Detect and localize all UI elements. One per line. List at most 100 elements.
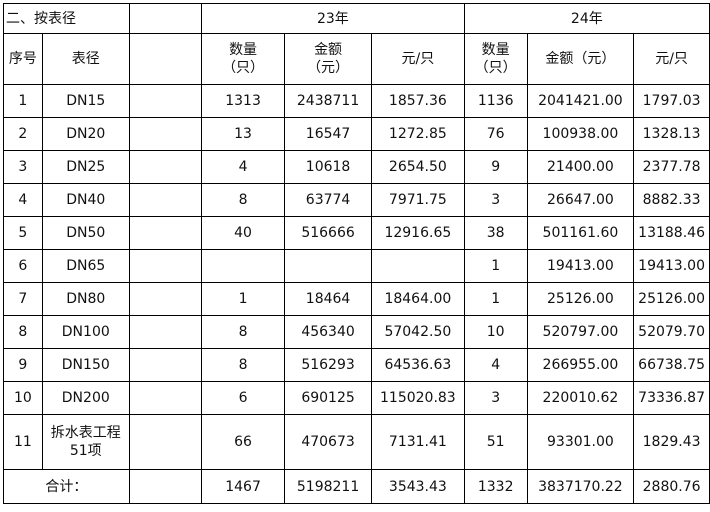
- header-unit-b: 元/只: [633, 33, 710, 85]
- unit-price-a: 57042.50: [371, 315, 465, 349]
- header-qty-a: 数量（只）: [201, 33, 286, 85]
- header-qty-b: 数量（只）: [463, 33, 528, 85]
- unit-price-b: 73336.87: [633, 381, 710, 415]
- amount-a: 516293: [284, 348, 373, 382]
- qty-a: 8: [201, 315, 286, 349]
- row-index: 1: [3, 84, 43, 118]
- unit-price-b: 66738.75: [633, 348, 710, 382]
- qty-a: 8: [201, 183, 286, 217]
- row-index: 11: [3, 414, 43, 470]
- total-aa: 5198211: [284, 469, 373, 504]
- table-row: 7 DN80 1 18464 18464.00 1 25126.00 25126.00: [3, 282, 710, 316]
- amount-b: 520797.00: [526, 315, 635, 349]
- meter-size: 拆水表工程51项: [41, 414, 130, 470]
- table-row: 11 拆水表工程51项 66 470673 7131.41 51 93301.00 1829.…: [3, 414, 710, 470]
- amount-b: 21400.00: [526, 150, 635, 184]
- unit-price-b: 19413.00: [633, 249, 710, 283]
- amount-a: 470673: [284, 414, 373, 470]
- qty-b: 3: [463, 183, 528, 217]
- meter-size: DN25: [41, 150, 130, 184]
- meter-size: DN80: [41, 282, 130, 316]
- unit-price-b: 13188.46: [633, 216, 710, 250]
- total-label: 合计：: [3, 469, 130, 504]
- amount-a: 690125: [284, 381, 373, 415]
- unit-price-a: 64536.63: [371, 348, 465, 382]
- meter-size: DN65: [41, 249, 130, 283]
- blank-cell: [128, 84, 203, 118]
- row-index: 9: [3, 348, 43, 382]
- meter-size: DN20: [41, 117, 130, 151]
- table-row: 5 DN50 40 516666 12916.65 38 501161.60 13188.46: [3, 216, 710, 250]
- total-row: 合计： 1467 5198211 3543.43 1332 3837170.22 2880.…: [3, 469, 710, 504]
- amount-a: 63774: [284, 183, 373, 217]
- table-row: 9 DN150 8 516293 64536.63 4 266955.00 66738.75: [3, 348, 710, 382]
- qty-a: 1313: [201, 84, 286, 118]
- amount-b: 220010.62: [526, 381, 635, 415]
- amount-a: 18464: [284, 282, 373, 316]
- unit-price-b: 52079.70: [633, 315, 710, 349]
- qty-b: 1: [463, 282, 528, 316]
- qty-a: 4: [201, 150, 286, 184]
- table-row: 10 DN200 6 690125 115020.83 3 220010.62 73336.8…: [3, 381, 710, 415]
- unit-price-b: 25126.00: [633, 282, 710, 316]
- meter-size: DN100: [41, 315, 130, 349]
- qty-b: 1: [463, 249, 528, 283]
- row-index: 7: [3, 282, 43, 316]
- amount-a: 2438711: [284, 84, 373, 118]
- header-row-years: 二、按表径 23年 24年: [3, 3, 710, 34]
- blank-cell: [128, 348, 203, 382]
- header-unit-a: 元/只: [371, 33, 465, 85]
- row-index: 2: [3, 117, 43, 151]
- blank-cell: [128, 381, 203, 415]
- qty-a: 6: [201, 381, 286, 415]
- total-qa: 1467: [201, 469, 286, 504]
- qty-b: 76: [463, 117, 528, 151]
- unit-price-a: 1272.85: [371, 117, 465, 151]
- table-row: 6 DN65 1 19413.00 19413.00: [3, 249, 710, 283]
- qty-b: 3: [463, 381, 528, 415]
- header-amount-b: 金额（元）: [526, 33, 635, 85]
- header-size: 表径: [41, 33, 130, 85]
- blank-cell: [128, 469, 203, 504]
- amount-b: 19413.00: [526, 249, 635, 283]
- unit-price-a: 2654.50: [371, 150, 465, 184]
- row-index: 6: [3, 249, 43, 283]
- row-index: 8: [3, 315, 43, 349]
- table-row: 1 DN15 1313 2438711 1857.36 1136 2041421.00 179…: [3, 84, 710, 118]
- total-ab: 3837170.22: [526, 469, 635, 504]
- qty-b: 10: [463, 315, 528, 349]
- blank-cell: [128, 117, 203, 151]
- unit-price-a: 18464.00: [371, 282, 465, 316]
- qty-a: 66: [201, 414, 286, 470]
- blank-cell: [128, 33, 203, 85]
- header-amount-a: 金额（元）: [284, 33, 373, 85]
- blank-cell: [128, 3, 203, 34]
- total-ua: 3543.43: [371, 469, 465, 504]
- blank-cell: [128, 249, 203, 283]
- amount-a: 10618: [284, 150, 373, 184]
- qty-b: 51: [463, 414, 528, 470]
- qty-a: 40: [201, 216, 286, 250]
- row-index: 4: [3, 183, 43, 217]
- unit-price-b: 1797.03: [633, 84, 710, 118]
- amount-b: 2041421.00: [526, 84, 635, 118]
- table-row: 3 DN25 4 10618 2654.50 9 21400.00 2377.78: [3, 150, 710, 184]
- meter-size: DN40: [41, 183, 130, 217]
- blank-cell: [128, 282, 203, 316]
- qty-a: 13: [201, 117, 286, 151]
- header-row-columns: 序号 表径 数量（只） 金额（元） 元/只 数量（只） 金额（元） 元/只: [3, 33, 710, 85]
- amount-b: 26647.00: [526, 183, 635, 217]
- unit-price-a: 1857.36: [371, 84, 465, 118]
- row-index: 3: [3, 150, 43, 184]
- qty-a: 1: [201, 282, 286, 316]
- header-index: 序号: [3, 33, 43, 85]
- blank-cell: [128, 315, 203, 349]
- unit-price-a: 115020.83: [371, 381, 465, 415]
- unit-price-a: [371, 249, 465, 283]
- table-row: 8 DN100 8 456340 57042.50 10 520797.00 52079.70: [3, 315, 710, 349]
- qty-b: 9: [463, 150, 528, 184]
- amount-a: 516666: [284, 216, 373, 250]
- amount-b: 93301.00: [526, 414, 635, 470]
- meter-size: DN15: [41, 84, 130, 118]
- section-title: 二、按表径: [3, 3, 130, 34]
